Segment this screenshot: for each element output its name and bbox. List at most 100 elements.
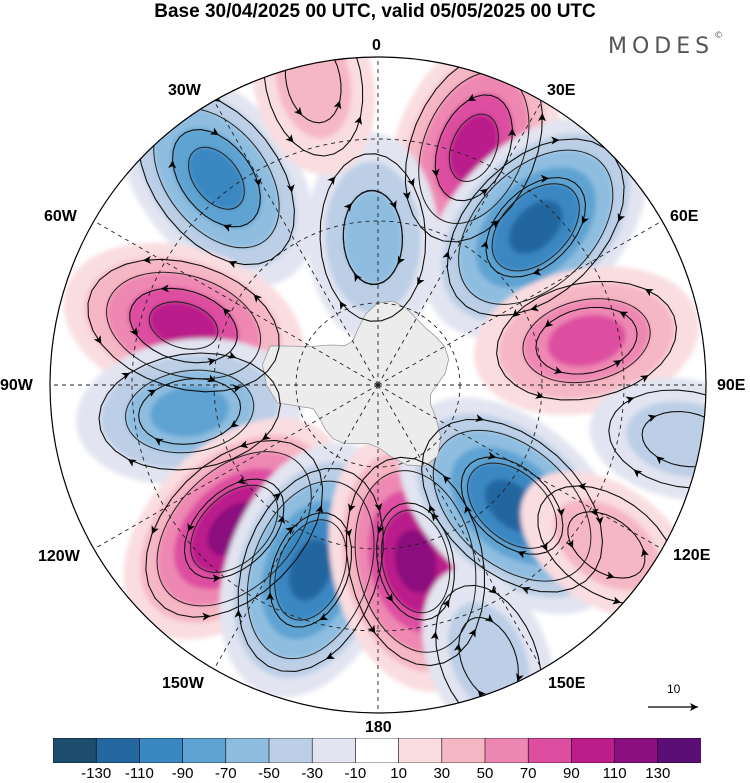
- streamline: [485, 176, 587, 278]
- wind-arrow: [253, 294, 262, 303]
- wind-arrow: [277, 515, 286, 525]
- contour-line: [188, 146, 245, 210]
- contour-line: [156, 451, 312, 607]
- wind-arrow: [612, 360, 622, 368]
- colorbar-swatch: [398, 737, 443, 764]
- streamline: [608, 389, 706, 489]
- wind-arrow: [348, 503, 356, 513]
- wind-arrow: [209, 127, 219, 136]
- wind-arrow: [581, 215, 590, 225]
- streamline: [345, 456, 486, 667]
- wind-arrow: [327, 176, 336, 186]
- streamline: [319, 153, 427, 322]
- wind-arrow: [230, 419, 240, 428]
- colorbar-swatch: [139, 737, 184, 764]
- colorbar-swatch: [225, 737, 270, 764]
- wind-arrow: [343, 203, 352, 212]
- colorbar-tick-label: 30: [433, 765, 451, 782]
- wind-arrow: [556, 508, 565, 517]
- wind-arrow: [187, 522, 195, 532]
- contour-line: [458, 149, 614, 305]
- contour-line: [522, 298, 651, 384]
- colorbar-swatch: [527, 737, 573, 764]
- wind-arrow: [222, 307, 232, 317]
- streamline: [263, 57, 364, 157]
- wind-arrow: [538, 113, 547, 122]
- streamline: [446, 138, 625, 317]
- wind-arrow: [722, 480, 731, 489]
- wind-arrow: [625, 396, 635, 404]
- map-border: [49, 56, 707, 714]
- colorbar-tick-label: -70: [214, 765, 237, 782]
- map-title: Base 30/04/2025 00 UTC, valid 05/05/2025…: [154, 1, 596, 22]
- wind-arrow: [272, 493, 281, 502]
- anomaly-region: [508, 200, 563, 255]
- wind-arrow: [202, 612, 211, 621]
- colorbar-tick-label: 130: [645, 765, 671, 782]
- wind-arrow: [540, 541, 548, 551]
- contour-line: [246, 480, 375, 660]
- wind-arrow: [262, 432, 271, 441]
- anomaly-region: [394, 529, 437, 594]
- streamline: [129, 287, 238, 364]
- reference-vector: [648, 703, 698, 711]
- meridian-line: [93, 220, 379, 386]
- wind-arrow: [475, 414, 484, 423]
- wind-arrow: [517, 551, 527, 559]
- meridian-line: [213, 100, 379, 386]
- colorbar-swatch: [268, 737, 313, 764]
- wind-arrow: [160, 284, 169, 293]
- graticule: [50, 57, 706, 713]
- colorbar-swatch: [355, 737, 400, 764]
- wind-arrow: [479, 188, 488, 197]
- lon-label-90w: 90W: [0, 377, 33, 394]
- streamline: [535, 306, 638, 375]
- wind-arrow: [530, 303, 540, 312]
- wind-arrow: [619, 311, 629, 319]
- wind-arrow: [237, 476, 247, 485]
- colorbar-tick-label: -30: [301, 765, 324, 782]
- wind-arrow: [315, 505, 324, 514]
- wind-arrow: [468, 628, 476, 638]
- contour-line: [274, 519, 348, 621]
- colorbar-swatch: [441, 737, 486, 764]
- wind-arrow: [266, 592, 275, 601]
- wind-arrow: [490, 220, 499, 229]
- wind-arrow: [612, 596, 622, 605]
- anomaly-region: [188, 147, 245, 210]
- streamline: [145, 439, 324, 618]
- wind-arrow: [253, 177, 262, 187]
- wind-arrow: [376, 524, 385, 534]
- lon-label-60e: 60E: [670, 208, 699, 225]
- anomaly-region: [275, 57, 352, 139]
- contour-line: [432, 429, 592, 582]
- wind-arrow: [484, 614, 494, 623]
- lon-label-180: 180: [365, 719, 392, 736]
- streamline: [460, 456, 564, 555]
- streamline: [237, 467, 384, 672]
- colorbar-swatch: [95, 737, 141, 764]
- wind-arrow: [644, 288, 654, 297]
- wind-arrow: [417, 276, 425, 286]
- wind-arrow: [385, 593, 393, 602]
- wind-arrow: [407, 177, 415, 187]
- wind-arrow: [544, 319, 554, 328]
- wind-arrow: [431, 513, 440, 522]
- colorbar-swatch: [311, 737, 357, 764]
- wind-arrow: [534, 391, 544, 399]
- wind-arrow: [227, 351, 237, 359]
- modes-logo: MODES©: [608, 31, 724, 59]
- wind-arrow: [232, 384, 242, 393]
- contour-line: [491, 183, 580, 272]
- lon-label-120w: 120W: [38, 548, 80, 565]
- meridian-line: [213, 384, 379, 670]
- wind-arrow: [711, 418, 722, 429]
- streamline: [98, 352, 281, 471]
- wind-arrow: [154, 438, 164, 446]
- reference-vector-label: 10: [667, 682, 681, 696]
- wind-arrow: [538, 690, 547, 700]
- colorbar-tick-label: -90: [171, 765, 194, 782]
- lon-label-90e: 90E: [717, 377, 746, 394]
- wind-arrow: [285, 526, 294, 535]
- wind-arrow: [738, 409, 749, 420]
